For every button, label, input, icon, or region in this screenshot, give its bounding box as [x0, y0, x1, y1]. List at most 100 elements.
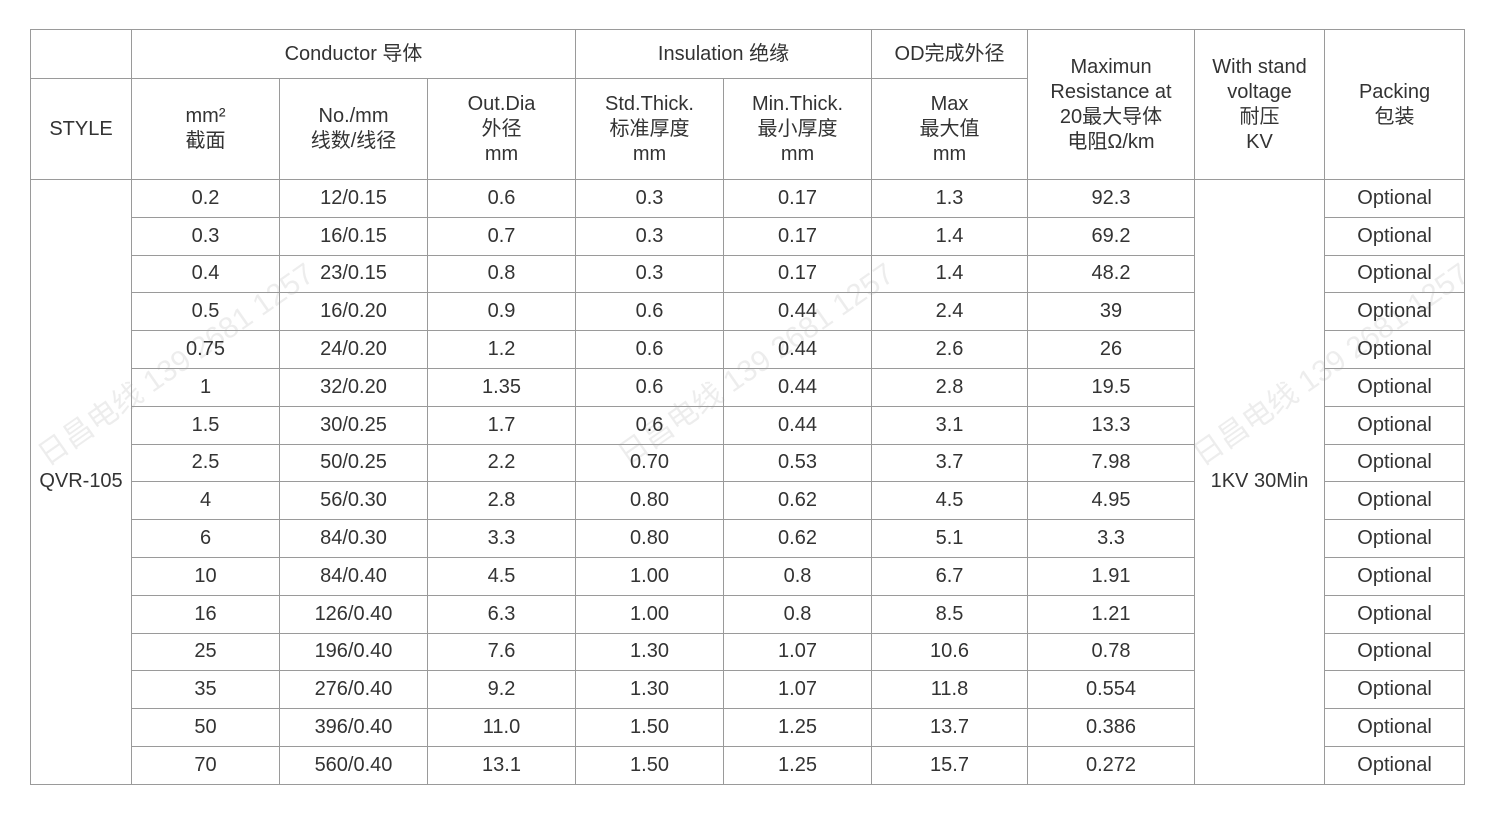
strands-cell: 276/0.40: [279, 670, 428, 710]
std-thick-cell: 0.80: [575, 481, 724, 521]
strands-header: No./mm 线数/线径: [279, 78, 428, 180]
std-thick-cell: 0.6: [575, 367, 724, 407]
resistance-cell: 39: [1027, 292, 1196, 332]
std-thick-cell: 0.6: [575, 405, 724, 445]
resistance-cell: 4.95: [1027, 481, 1196, 521]
out-dia-cell: 0.8: [427, 254, 576, 294]
min-thick-cell: 0.44: [722, 292, 873, 332]
min-thick-cell: 1.07: [722, 632, 873, 672]
od-max-cell: 3.7: [871, 443, 1029, 483]
packing-cell: Optional: [1324, 632, 1466, 672]
table-row: QVR-105 0.2 12/0.15 0.6 0.3 0.17 1.3 92.3 1KV 30…: [30, 179, 1466, 785]
std-thick-cell: 1.50: [575, 708, 724, 747]
packing-cell: Optional: [1324, 179, 1466, 218]
strands-cell: 396/0.40: [279, 708, 428, 747]
od-max-cell: 2.6: [871, 330, 1029, 369]
area-cell: 4: [131, 481, 280, 521]
std-thick-cell: 1.30: [575, 632, 724, 672]
std-thick-cell: 0.3: [575, 179, 724, 218]
out-dia-cell: 4.5: [427, 556, 576, 596]
std-thick-cell: 0.3: [575, 254, 724, 294]
table-row: 2.5 50/0.25 2.2 0.70 0.53 3.7 7.98 Optional: [31, 443, 1466, 483]
resistance-cell: 0.554: [1027, 670, 1196, 710]
resistance-cell: 19.5: [1027, 367, 1196, 407]
table-row: 0.75 24/0.20 1.2 0.6 0.44 2.6 26 Optional: [31, 330, 1466, 369]
od-max-cell: 6.7: [871, 556, 1029, 596]
area-cell: 1.5: [131, 405, 280, 445]
min-thick-cell: 0.17: [722, 216, 873, 256]
area-cell: 2.5: [131, 443, 280, 483]
od-max-cell: 11.8: [871, 670, 1029, 710]
strands-cell: 16/0.15: [279, 216, 428, 256]
packing-cell: Optional: [1324, 594, 1466, 634]
style-header-top: [30, 29, 132, 79]
resistance-cell: 13.3: [1027, 405, 1196, 445]
area-cell: 0.3: [131, 216, 280, 256]
out-dia-cell: 0.7: [427, 216, 576, 256]
packing-cell: Optional: [1324, 670, 1466, 710]
style-cell: QVR-105: [30, 179, 132, 785]
strands-cell: 50/0.25: [279, 443, 428, 483]
strands-cell: 84/0.40: [279, 556, 428, 596]
min-thick-cell: 0.8: [722, 594, 873, 634]
withstand-cell: 1KV 30Min: [1194, 179, 1326, 785]
od-max-cell: 1.3: [871, 179, 1029, 218]
area-cell: 35: [131, 670, 280, 710]
strands-cell: 126/0.40: [279, 594, 428, 634]
area-cell: 0.4: [131, 254, 280, 294]
strands-cell: 84/0.30: [279, 519, 428, 558]
area-cell: 6: [131, 519, 280, 558]
od-max-cell: 4.5: [871, 481, 1029, 521]
std-thick-cell: 1.50: [575, 745, 724, 785]
out-dia-cell: 1.35: [427, 367, 576, 407]
packing-cell: Optional: [1324, 330, 1466, 369]
table-row: 35 276/0.40 9.2 1.30 1.07 11.8 0.554 Optional: [31, 670, 1466, 710]
table-row: 10 84/0.40 4.5 1.00 0.8 6.7 1.91 Optional: [31, 556, 1466, 596]
table-row: 0.4 23/0.15 0.8 0.3 0.17 1.4 48.2 Optional: [31, 254, 1466, 294]
min-thick-cell: 0.44: [722, 405, 873, 445]
spec-table: Conductor 导体 Insulation 绝缘 OD完成外径 Maximu…: [30, 29, 1466, 785]
area-cell: 50: [131, 708, 280, 747]
packing-cell: Optional: [1324, 519, 1466, 558]
min-thick-cell: 0.62: [722, 481, 873, 521]
area-header: mm² 截面: [131, 78, 280, 180]
std-thick-cell: 0.6: [575, 330, 724, 369]
od-max-cell: 2.8: [871, 367, 1029, 407]
od-max-cell: 10.6: [871, 632, 1029, 672]
table-row: 70 560/0.40 13.1 1.50 1.25 15.7 0.272 Optional: [31, 745, 1466, 785]
packing-cell: Optional: [1324, 745, 1466, 785]
area-cell: 0.75: [131, 330, 280, 369]
table-row: 0.5 16/0.20 0.9 0.6 0.44 2.4 39 Optional: [31, 292, 1466, 332]
strands-cell: 23/0.15: [279, 254, 428, 294]
strands-cell: 24/0.20: [279, 330, 428, 369]
min-thick-cell: 0.17: [722, 254, 873, 294]
table-row: 1.5 30/0.25 1.7 0.6 0.44 3.1 13.3 Optional: [31, 405, 1466, 445]
min-thick-cell: 1.25: [722, 745, 873, 785]
strands-cell: 30/0.25: [279, 405, 428, 445]
od-max-cell: 8.5: [871, 594, 1029, 634]
od-max-cell: 13.7: [871, 708, 1029, 747]
od-max-cell: 1.4: [871, 216, 1029, 256]
strands-cell: 196/0.40: [279, 632, 428, 672]
table-row: 4 56/0.30 2.8 0.80 0.62 4.5 4.95 Optional: [31, 481, 1466, 521]
out-dia-cell: 7.6: [427, 632, 576, 672]
min-thick-cell: 0.62: [722, 519, 873, 558]
std-thick-cell: 0.80: [575, 519, 724, 558]
out-dia-cell: 11.0: [427, 708, 576, 747]
table-row: 0.3 16/0.15 0.7 0.3 0.17 1.4 69.2 Optional: [31, 216, 1466, 256]
resistance-cell: 26: [1027, 330, 1196, 369]
area-cell: 25: [131, 632, 280, 672]
withstand-header: With stand voltage 耐压 KV: [1194, 29, 1326, 180]
packing-header: Packing 包装: [1324, 29, 1466, 180]
od-max-cell: 2.4: [871, 292, 1029, 332]
od-header: OD完成外径: [871, 29, 1029, 79]
packing-cell: Optional: [1324, 443, 1466, 483]
out-dia-cell: 3.3: [427, 519, 576, 558]
style-header: STYLE: [30, 78, 132, 180]
od-max-cell: 3.1: [871, 405, 1029, 445]
area-cell: 70: [131, 745, 280, 785]
od-max-header: Max 最大值 mm: [871, 78, 1029, 180]
out-dia-cell: 2.8: [427, 481, 576, 521]
resistance-cell: 1.91: [1027, 556, 1196, 596]
strands-cell: 16/0.20: [279, 292, 428, 332]
